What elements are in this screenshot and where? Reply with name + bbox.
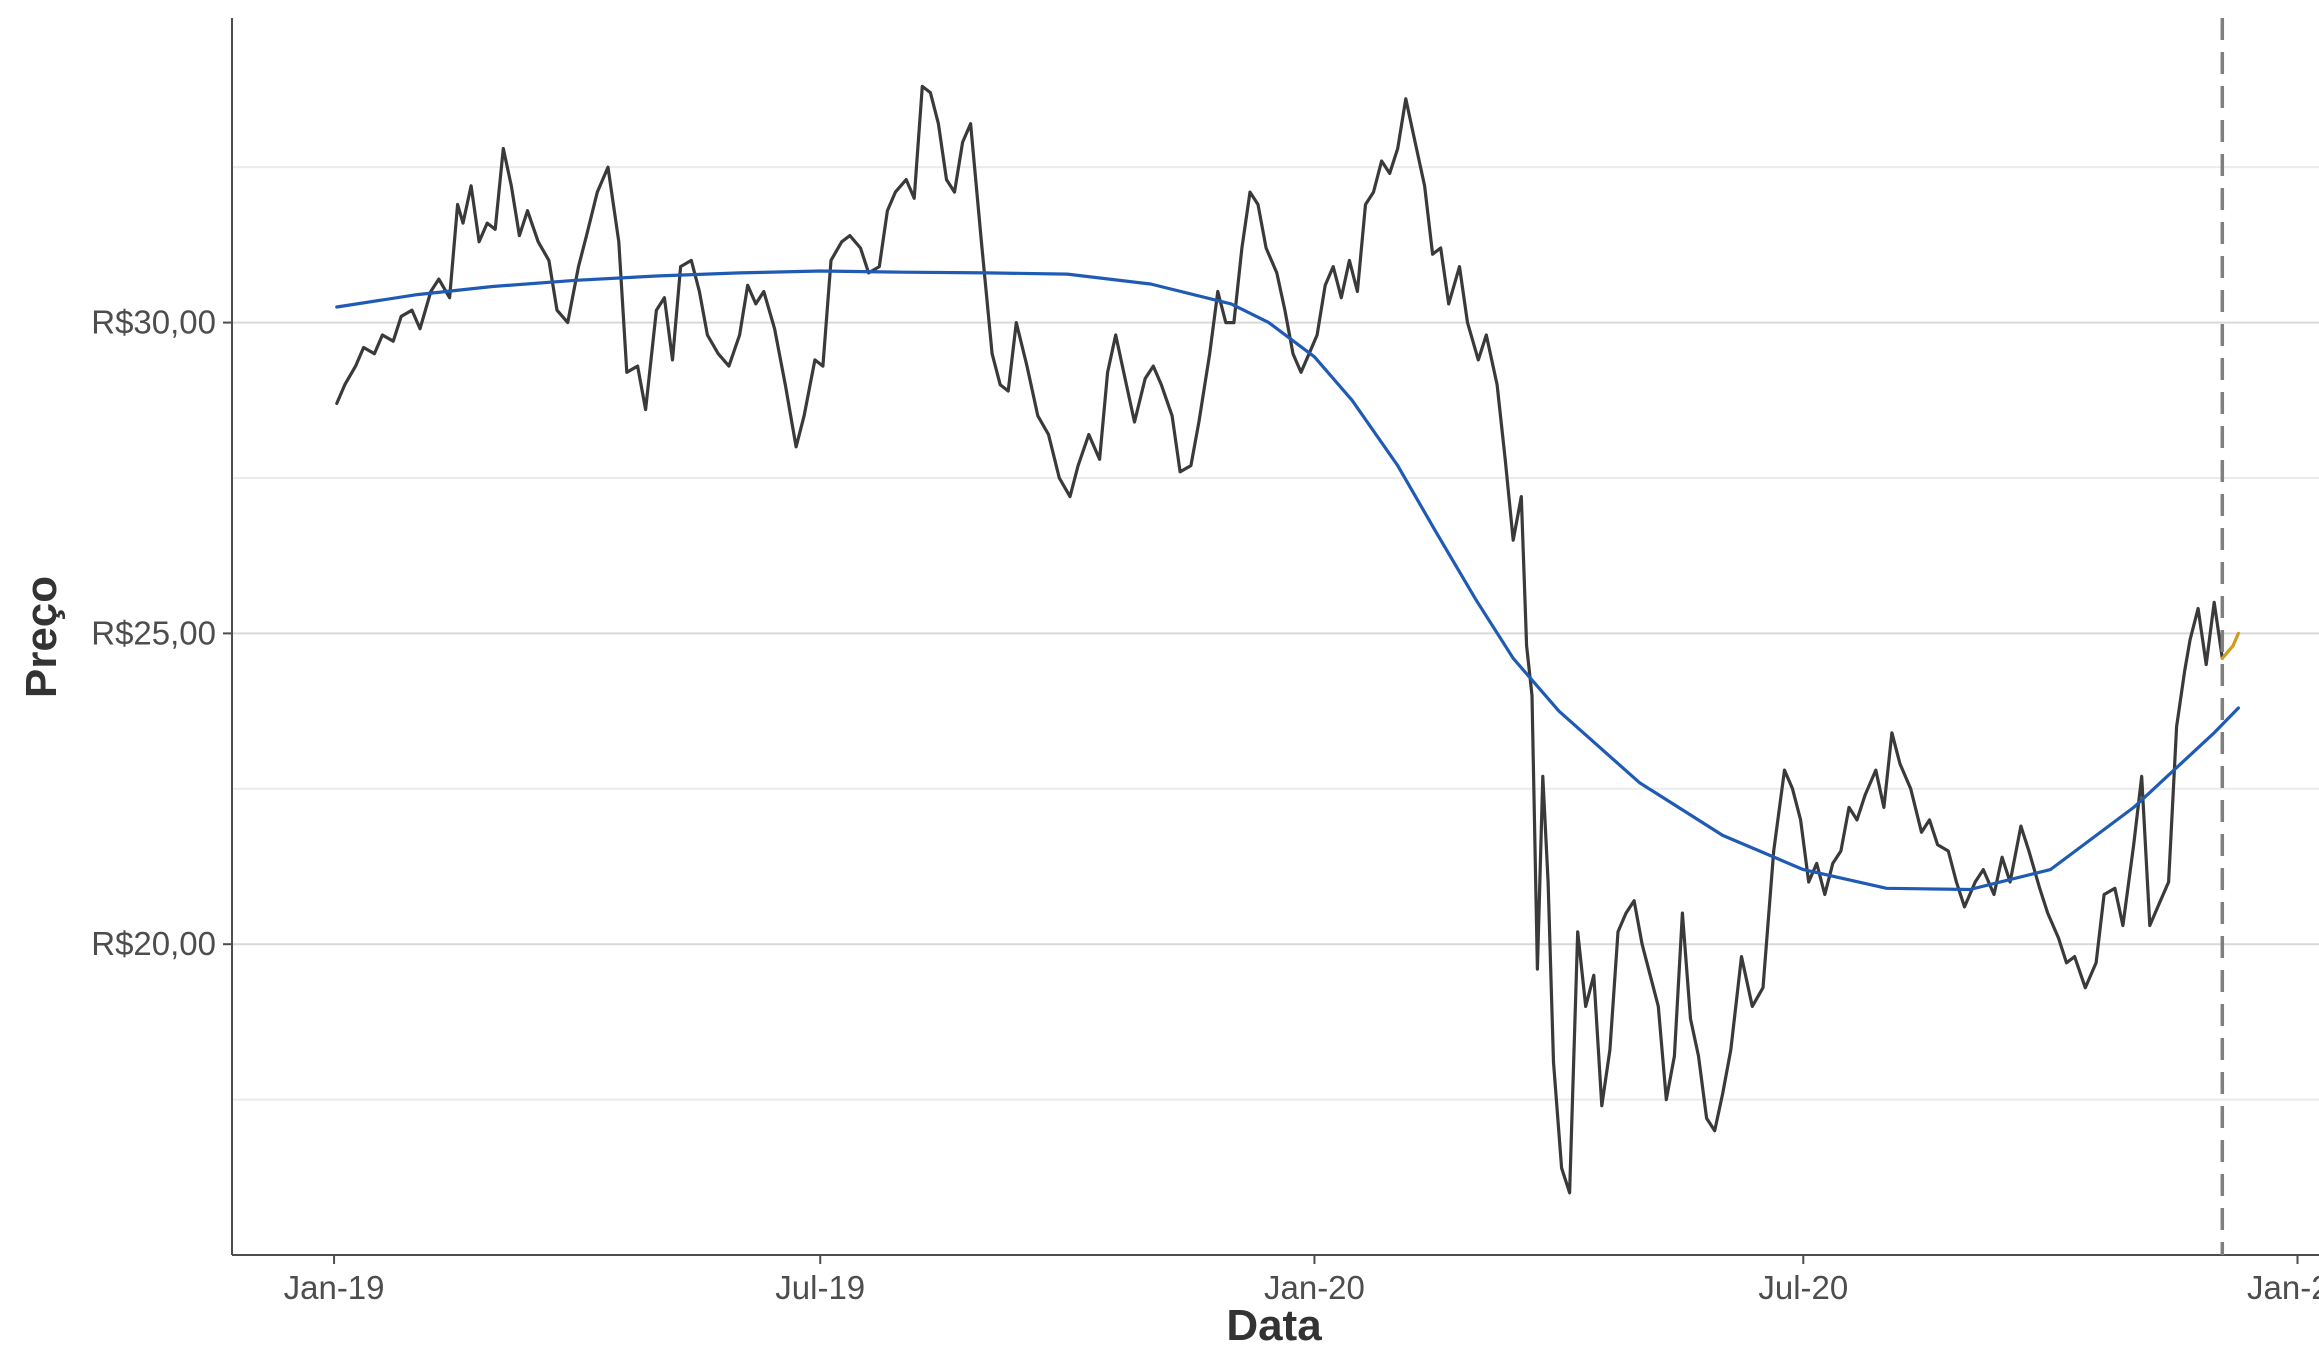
- trend-line: [335, 269, 2240, 892]
- y-tick-label: R$20,00: [91, 925, 216, 962]
- x-axis-labels: Jan-19 Jul-19 Jan-20 Jul-20 Jan-21: [284, 1255, 2319, 1306]
- forecast-line: [2220, 631, 2240, 660]
- gridlines: [232, 166, 2319, 1101]
- x-tick-label: Jul-20: [1758, 1269, 1848, 1306]
- y-tick-label: R$25,00: [91, 614, 216, 651]
- x-tick-label: Jan-20: [1264, 1269, 1365, 1306]
- price-line: [335, 84, 2224, 1195]
- x-tick-label: Jan-21: [2247, 1269, 2319, 1306]
- y-tick-label: R$30,00: [91, 304, 216, 341]
- x-axis-title: Data: [1226, 1301, 1322, 1346]
- series-lines: [335, 18, 2240, 1255]
- y-axis-labels: R$20,00 R$25,00 R$30,00: [91, 304, 232, 962]
- y-axis-title: Preço: [17, 576, 66, 698]
- x-tick-label: Jan-19: [284, 1269, 385, 1306]
- x-tick-label: Jul-19: [775, 1269, 865, 1306]
